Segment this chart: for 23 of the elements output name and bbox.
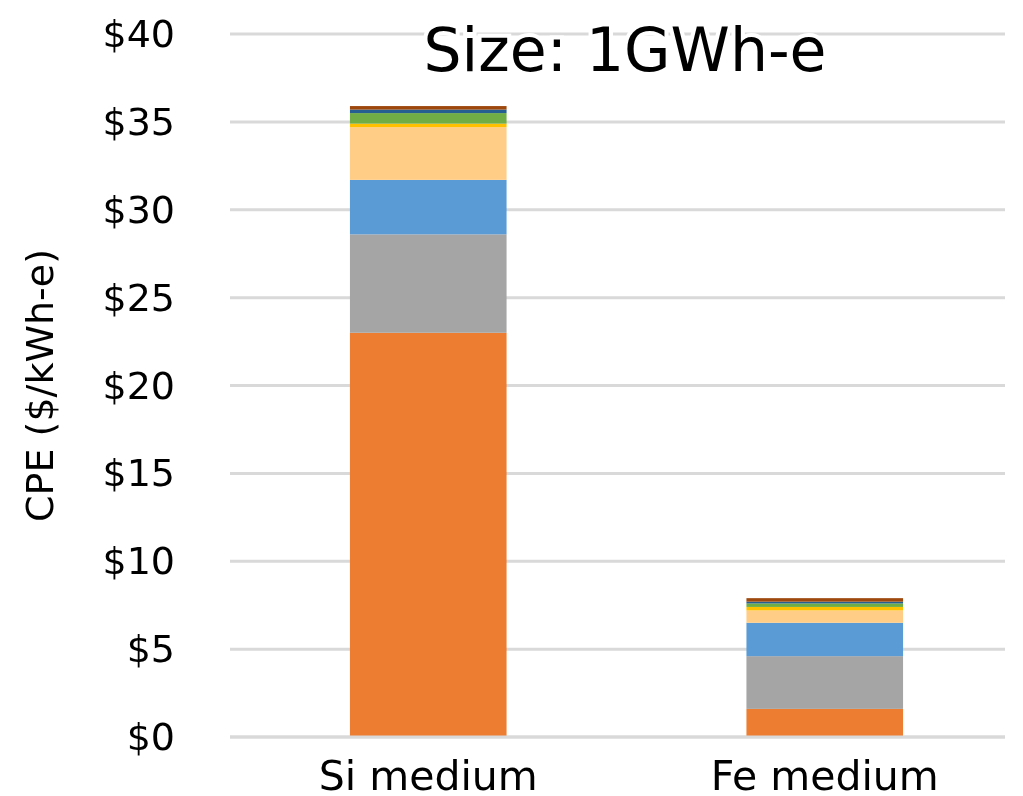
- bar: [349, 234, 507, 333]
- bar: [349, 106, 507, 110]
- bar: [349, 127, 507, 180]
- y-tick-label: $0: [126, 715, 175, 759]
- chart-title: Size: 1GWh-e: [423, 15, 827, 85]
- bar: [349, 179, 507, 235]
- y-tick-label: $25: [102, 275, 175, 320]
- bar: [746, 622, 904, 657]
- y-tick-label: $30: [102, 187, 175, 232]
- x-tick-label: Si medium: [318, 752, 538, 796]
- y-tick-label: $20: [102, 363, 175, 408]
- y-tick-label: $35: [102, 99, 175, 144]
- bar: [746, 708, 904, 737]
- y-tick-label: $40: [102, 12, 175, 56]
- x-tick-label: Fe medium: [710, 752, 939, 796]
- bar: [349, 332, 507, 737]
- bar: [746, 610, 904, 623]
- y-tick-label: $15: [102, 451, 175, 496]
- y-axis-title: CPE ($/kWh-e): [18, 249, 62, 522]
- y-tick-label: $10: [102, 539, 175, 584]
- bar: [349, 113, 507, 124]
- bar: [746, 656, 904, 709]
- y-tick-label: $5: [126, 627, 175, 672]
